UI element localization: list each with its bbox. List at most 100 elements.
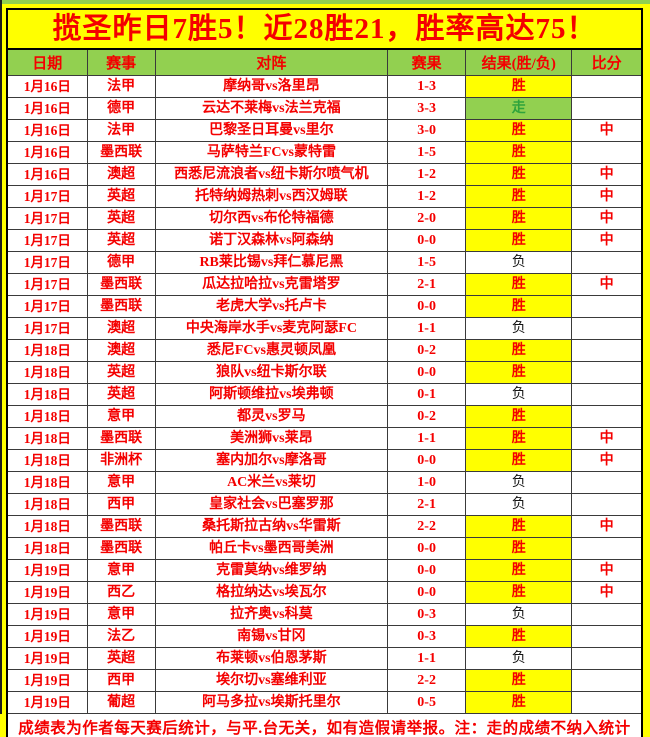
table-row: 1月17日 英超 切尔西vs布伦特福德 2-0 胜中	[6, 206, 643, 230]
table-row: 1月19日 西甲 埃尔切vs塞维利亚 2-2 胜	[6, 668, 643, 692]
score-cell: 1-2	[387, 162, 467, 186]
score-cell: 0-0	[387, 228, 467, 252]
date-cell: 1月17日	[6, 206, 88, 230]
match-cell: 塞内加尔vs摩洛哥	[154, 448, 389, 472]
table-row: 1月18日 墨西联 桑托斯拉古纳vs华雷斯 2-2 胜中	[6, 514, 643, 538]
date-cell: 1月18日	[6, 492, 88, 516]
table-row: 1月19日 英超 布莱顿vs伯恩茅斯 1-1 负	[6, 646, 643, 670]
result-cell: 胜	[465, 74, 573, 98]
date-cell: 1月16日	[6, 118, 88, 142]
match-cell: 马萨特兰FCvs蒙特雷	[154, 140, 389, 164]
table-row: 1月17日 英超 托特纳姆热刺vs西汉姆联 1-2 胜中	[6, 184, 643, 208]
score-cell: 0-2	[387, 338, 467, 362]
date-cell: 1月17日	[6, 294, 88, 318]
table-row: 1月18日 澳超 悉尼FCvs惠灵顿凤凰 0-2 胜	[6, 338, 643, 362]
league-cell: 墨西联	[86, 514, 156, 538]
date-cell: 1月18日	[6, 360, 88, 384]
result-cell: 胜	[465, 294, 573, 318]
league-cell: 英超	[86, 646, 156, 670]
table-header: 日期 赛事 对阵 赛果 结果(胜/负) 比分	[6, 48, 643, 76]
league-cell: 英超	[86, 206, 156, 230]
hit-cell: 中	[571, 426, 643, 450]
date-cell: 1月16日	[6, 74, 88, 98]
hit-cell: 中	[571, 580, 643, 604]
match-cell: 云达不莱梅vs法兰克福	[154, 96, 389, 120]
league-cell: 法甲	[86, 118, 156, 142]
date-cell: 1月18日	[6, 470, 88, 494]
table-row: 1月17日 澳超 中央海岸水手vs麦克阿瑟FC 1-1 负	[6, 316, 643, 340]
league-cell: 德甲	[86, 250, 156, 274]
col-header-hit: 比分	[571, 48, 643, 76]
result-cell: 负	[465, 470, 573, 494]
result-cell: 胜	[465, 514, 573, 538]
hit-cell	[571, 360, 643, 384]
table-row: 1月18日 英超 狼队vs纽卡斯尔联 0-0 胜	[6, 360, 643, 384]
score-cell: 0-0	[387, 558, 467, 582]
table-row: 1月19日 意甲 拉齐奥vs科莫 0-3 负	[6, 602, 643, 626]
hit-cell	[571, 74, 643, 98]
result-cell: 负	[465, 382, 573, 406]
match-cell: 诺丁汉森林vs阿森纳	[154, 228, 389, 252]
score-cell: 1-2	[387, 184, 467, 208]
table-row: 1月17日 英超 诺丁汉森林vs阿森纳 0-0 胜中	[6, 228, 643, 252]
col-header-score: 赛果	[387, 48, 467, 76]
match-cell: 托特纳姆热刺vs西汉姆联	[154, 184, 389, 208]
table-row: 1月19日 法乙 南锡vs甘冈 0-3 胜	[6, 624, 643, 648]
league-cell: 墨西联	[86, 140, 156, 164]
col-header-result: 结果(胜/负)	[465, 48, 573, 76]
table-row: 1月18日 意甲 都灵vs罗马 0-2 胜	[6, 404, 643, 428]
result-cell: 胜	[465, 360, 573, 384]
league-cell: 德甲	[86, 96, 156, 120]
match-cell: 拉齐奥vs科莫	[154, 602, 389, 626]
league-cell: 澳超	[86, 162, 156, 186]
date-cell: 1月16日	[6, 96, 88, 120]
table-row: 1月19日 西乙 格拉纳达vs埃瓦尔 0-0 胜中	[6, 580, 643, 604]
hit-cell: 中	[571, 206, 643, 230]
result-cell: 负	[465, 250, 573, 274]
date-cell: 1月18日	[6, 404, 88, 428]
league-cell: 西甲	[86, 492, 156, 516]
score-cell: 0-3	[387, 624, 467, 648]
results-tbody: 1月16日 法甲 摩纳哥vs洛里昂 1-3 胜 1月16日 德甲 云达不莱梅vs法兰克福 3-3…	[6, 74, 643, 714]
hit-cell	[571, 316, 643, 340]
hit-cell: 中	[571, 514, 643, 538]
score-cell: 0-0	[387, 360, 467, 384]
hit-cell: 中	[571, 162, 643, 186]
league-cell: 墨西联	[86, 536, 156, 560]
hit-cell: 中	[571, 118, 643, 142]
result-cell: 胜	[465, 272, 573, 296]
results-table: 日期 赛事 对阵 赛果 结果(胜/负) 比分 1月16日 法甲 摩纳哥vs洛里昂 1-…	[6, 48, 643, 737]
date-cell: 1月18日	[6, 338, 88, 362]
date-cell: 1月19日	[6, 646, 88, 670]
score-cell: 0-0	[387, 294, 467, 318]
hit-cell	[571, 492, 643, 516]
match-cell: RB莱比锡vs拜仁慕尼黑	[154, 250, 389, 274]
hit-cell	[571, 338, 643, 362]
score-cell: 1-0	[387, 470, 467, 494]
hit-cell: 中	[571, 448, 643, 472]
hit-cell	[571, 96, 643, 120]
league-cell: 意甲	[86, 602, 156, 626]
match-cell: 桑托斯拉古纳vs华雷斯	[154, 514, 389, 538]
match-cell: 悉尼FCvs惠灵顿凤凰	[154, 338, 389, 362]
result-cell: 胜	[465, 228, 573, 252]
table-row: 1月16日 法甲 摩纳哥vs洛里昂 1-3 胜	[6, 74, 643, 98]
date-cell: 1月19日	[6, 580, 88, 604]
date-cell: 1月19日	[6, 668, 88, 692]
result-cell: 胜	[465, 118, 573, 142]
top-green-strip	[0, 0, 650, 4]
score-cell: 2-1	[387, 492, 467, 516]
header-row: 日期 赛事 对阵 赛果 结果(胜/负) 比分	[6, 48, 643, 76]
match-cell: 巴黎圣日耳曼vs里尔	[154, 118, 389, 142]
table-row: 1月16日 澳超 西悉尼流浪者vs纽卡斯尔喷气机 1-2 胜中	[6, 162, 643, 186]
result-cell: 胜	[465, 140, 573, 164]
table-row: 1月16日 德甲 云达不莱梅vs法兰克福 3-3 走	[6, 96, 643, 120]
league-cell: 法甲	[86, 74, 156, 98]
league-cell: 英超	[86, 184, 156, 208]
table-row: 1月18日 墨西联 帕丘卡vs墨西哥美洲 0-0 胜	[6, 536, 643, 560]
footer-note: 成绩表为作者每天赛后统计，与平.台无关，如有造假请举报。注：走的成绩不纳入统计	[6, 712, 643, 737]
result-cell: 走	[465, 96, 573, 120]
hit-cell	[571, 602, 643, 626]
col-header-match: 对阵	[154, 48, 389, 76]
score-cell: 0-2	[387, 404, 467, 428]
